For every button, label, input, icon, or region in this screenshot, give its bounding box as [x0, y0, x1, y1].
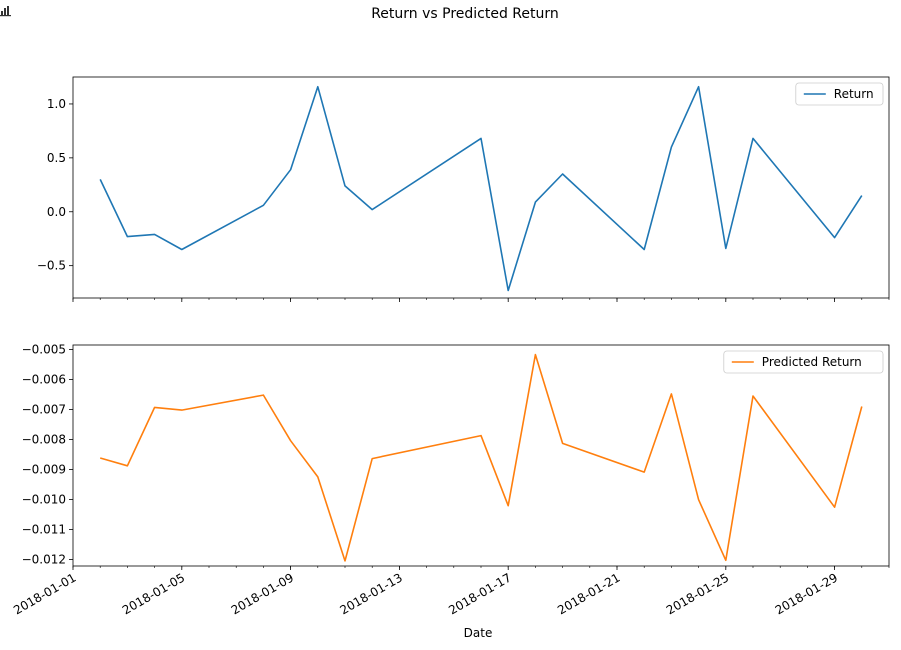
legend-box — [723, 350, 884, 374]
x-tick-label: 2018-01-17 — [446, 570, 513, 617]
y-tick-label: 0.5 — [47, 151, 66, 165]
chart-title: Return vs Predicted Return — [371, 6, 559, 22]
x-tick-label: 2018-01-13 — [337, 570, 404, 617]
y-tick-label: −0.010 — [22, 492, 66, 506]
subplot-2: −0.005 −0.006 −0.007 −0.008 −0.009 −0.010 −0.0… — [11, 342, 890, 617]
y-tick-label: −0.006 — [22, 372, 66, 386]
x-tick-label: 2018-01-09 — [229, 570, 296, 617]
y-tick-label: −0.009 — [22, 462, 66, 476]
series-line-2-1 — [99, 353, 863, 562]
y-tick-label: −0.012 — [22, 552, 66, 566]
bar-chart-icon[interactable] — [0, 6, 11, 17]
axes-frame — [72, 76, 890, 299]
legend-label: Predicted Return — [762, 355, 862, 369]
x-tick-label: 2018-01-01 — [11, 570, 78, 617]
y-tick-label: −0.007 — [22, 402, 66, 416]
y-tick-label: 1.0 — [47, 97, 66, 111]
x-tick-label: 2018-01-29 — [773, 570, 840, 617]
legend-box — [795, 82, 884, 106]
x-tick-label: 2018-01-25 — [664, 570, 731, 617]
y-tick-label: −0.008 — [22, 432, 66, 446]
x-tick-label: 2018-01-21 — [555, 570, 622, 617]
y-tick-label: −0.005 — [22, 342, 66, 356]
x-axis-label: Date — [464, 626, 493, 640]
legend-label: Return — [834, 87, 874, 101]
y-tick-label: −0.011 — [22, 522, 66, 536]
series-line-1-1 — [99, 85, 863, 292]
y-tick-label: 0.0 — [47, 205, 66, 219]
x-tick-label: 2018-01-05 — [120, 570, 187, 617]
subplot-1: 1.0 0.5 0.0 −0.5 Return — [37, 76, 890, 302]
axes-frame — [72, 344, 890, 567]
y-tick-label: −0.5 — [37, 259, 66, 273]
